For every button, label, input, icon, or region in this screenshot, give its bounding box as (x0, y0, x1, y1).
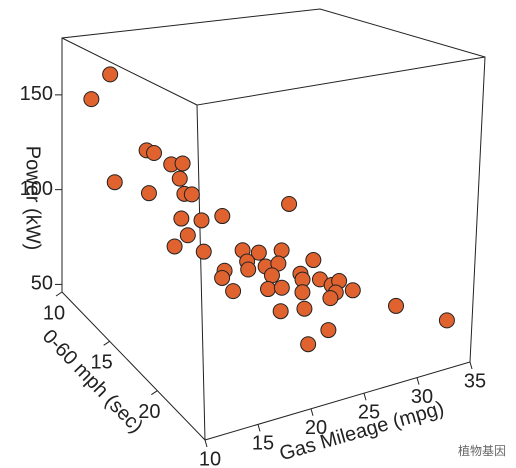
point (240, 261, 257, 278)
x-tick-label: 30 (411, 386, 433, 408)
y-tick-label: 15 (91, 352, 113, 374)
x-tick (416, 377, 420, 385)
y-tick-label: 10 (43, 302, 65, 324)
x-tick (469, 361, 473, 370)
point (438, 312, 455, 329)
x-tick-label: 10 (199, 448, 221, 468)
y-axis-label: 0-60 mph (sec) (38, 325, 147, 437)
point (102, 66, 119, 83)
point (106, 174, 123, 191)
point (171, 170, 188, 187)
point (146, 145, 163, 162)
x-tick-label: 15 (252, 433, 274, 455)
z-tick-label: 100 (20, 178, 53, 200)
watermark: 植物基因 (458, 443, 506, 458)
x-tick-label: 25 (358, 401, 380, 423)
point (140, 185, 157, 202)
x-tick-label: 35 (464, 370, 486, 392)
y-tick (151, 390, 158, 396)
point (195, 243, 212, 260)
point (166, 238, 183, 255)
z-axis-label: Power (kW) (22, 146, 44, 250)
y-tick (55, 291, 63, 297)
box-edges (61, 8, 486, 442)
x-tick (204, 439, 208, 448)
point (388, 297, 405, 314)
x-tick (257, 424, 261, 432)
point (83, 91, 100, 108)
point (179, 227, 196, 244)
point (193, 212, 210, 229)
point (183, 186, 200, 203)
point (273, 242, 290, 259)
point (173, 210, 190, 227)
point (344, 282, 361, 299)
point (214, 208, 231, 225)
point (263, 267, 280, 284)
point (294, 284, 311, 301)
point (225, 283, 242, 300)
point (260, 281, 277, 298)
z-tick-label: 50 (31, 273, 53, 295)
z-tick-label: 150 (20, 83, 53, 105)
y-tick (103, 340, 110, 346)
point (281, 195, 298, 212)
box (61, 8, 486, 442)
x-tick (310, 408, 314, 416)
x-tick (363, 393, 367, 401)
point (305, 252, 322, 269)
point (296, 300, 313, 317)
point (272, 303, 289, 320)
point (273, 279, 290, 296)
point (300, 336, 317, 353)
point (214, 269, 231, 286)
y-tick-label: 20 (138, 401, 160, 423)
point (322, 290, 339, 307)
point (250, 244, 267, 261)
box-edge (61, 37, 198, 106)
point (320, 322, 337, 339)
x-tick-label: 20 (305, 417, 327, 439)
point (174, 155, 191, 172)
